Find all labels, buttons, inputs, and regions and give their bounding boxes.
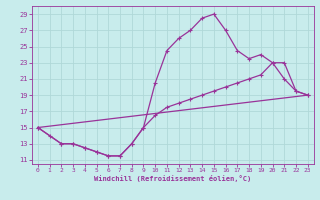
X-axis label: Windchill (Refroidissement éolien,°C): Windchill (Refroidissement éolien,°C) xyxy=(94,175,252,182)
